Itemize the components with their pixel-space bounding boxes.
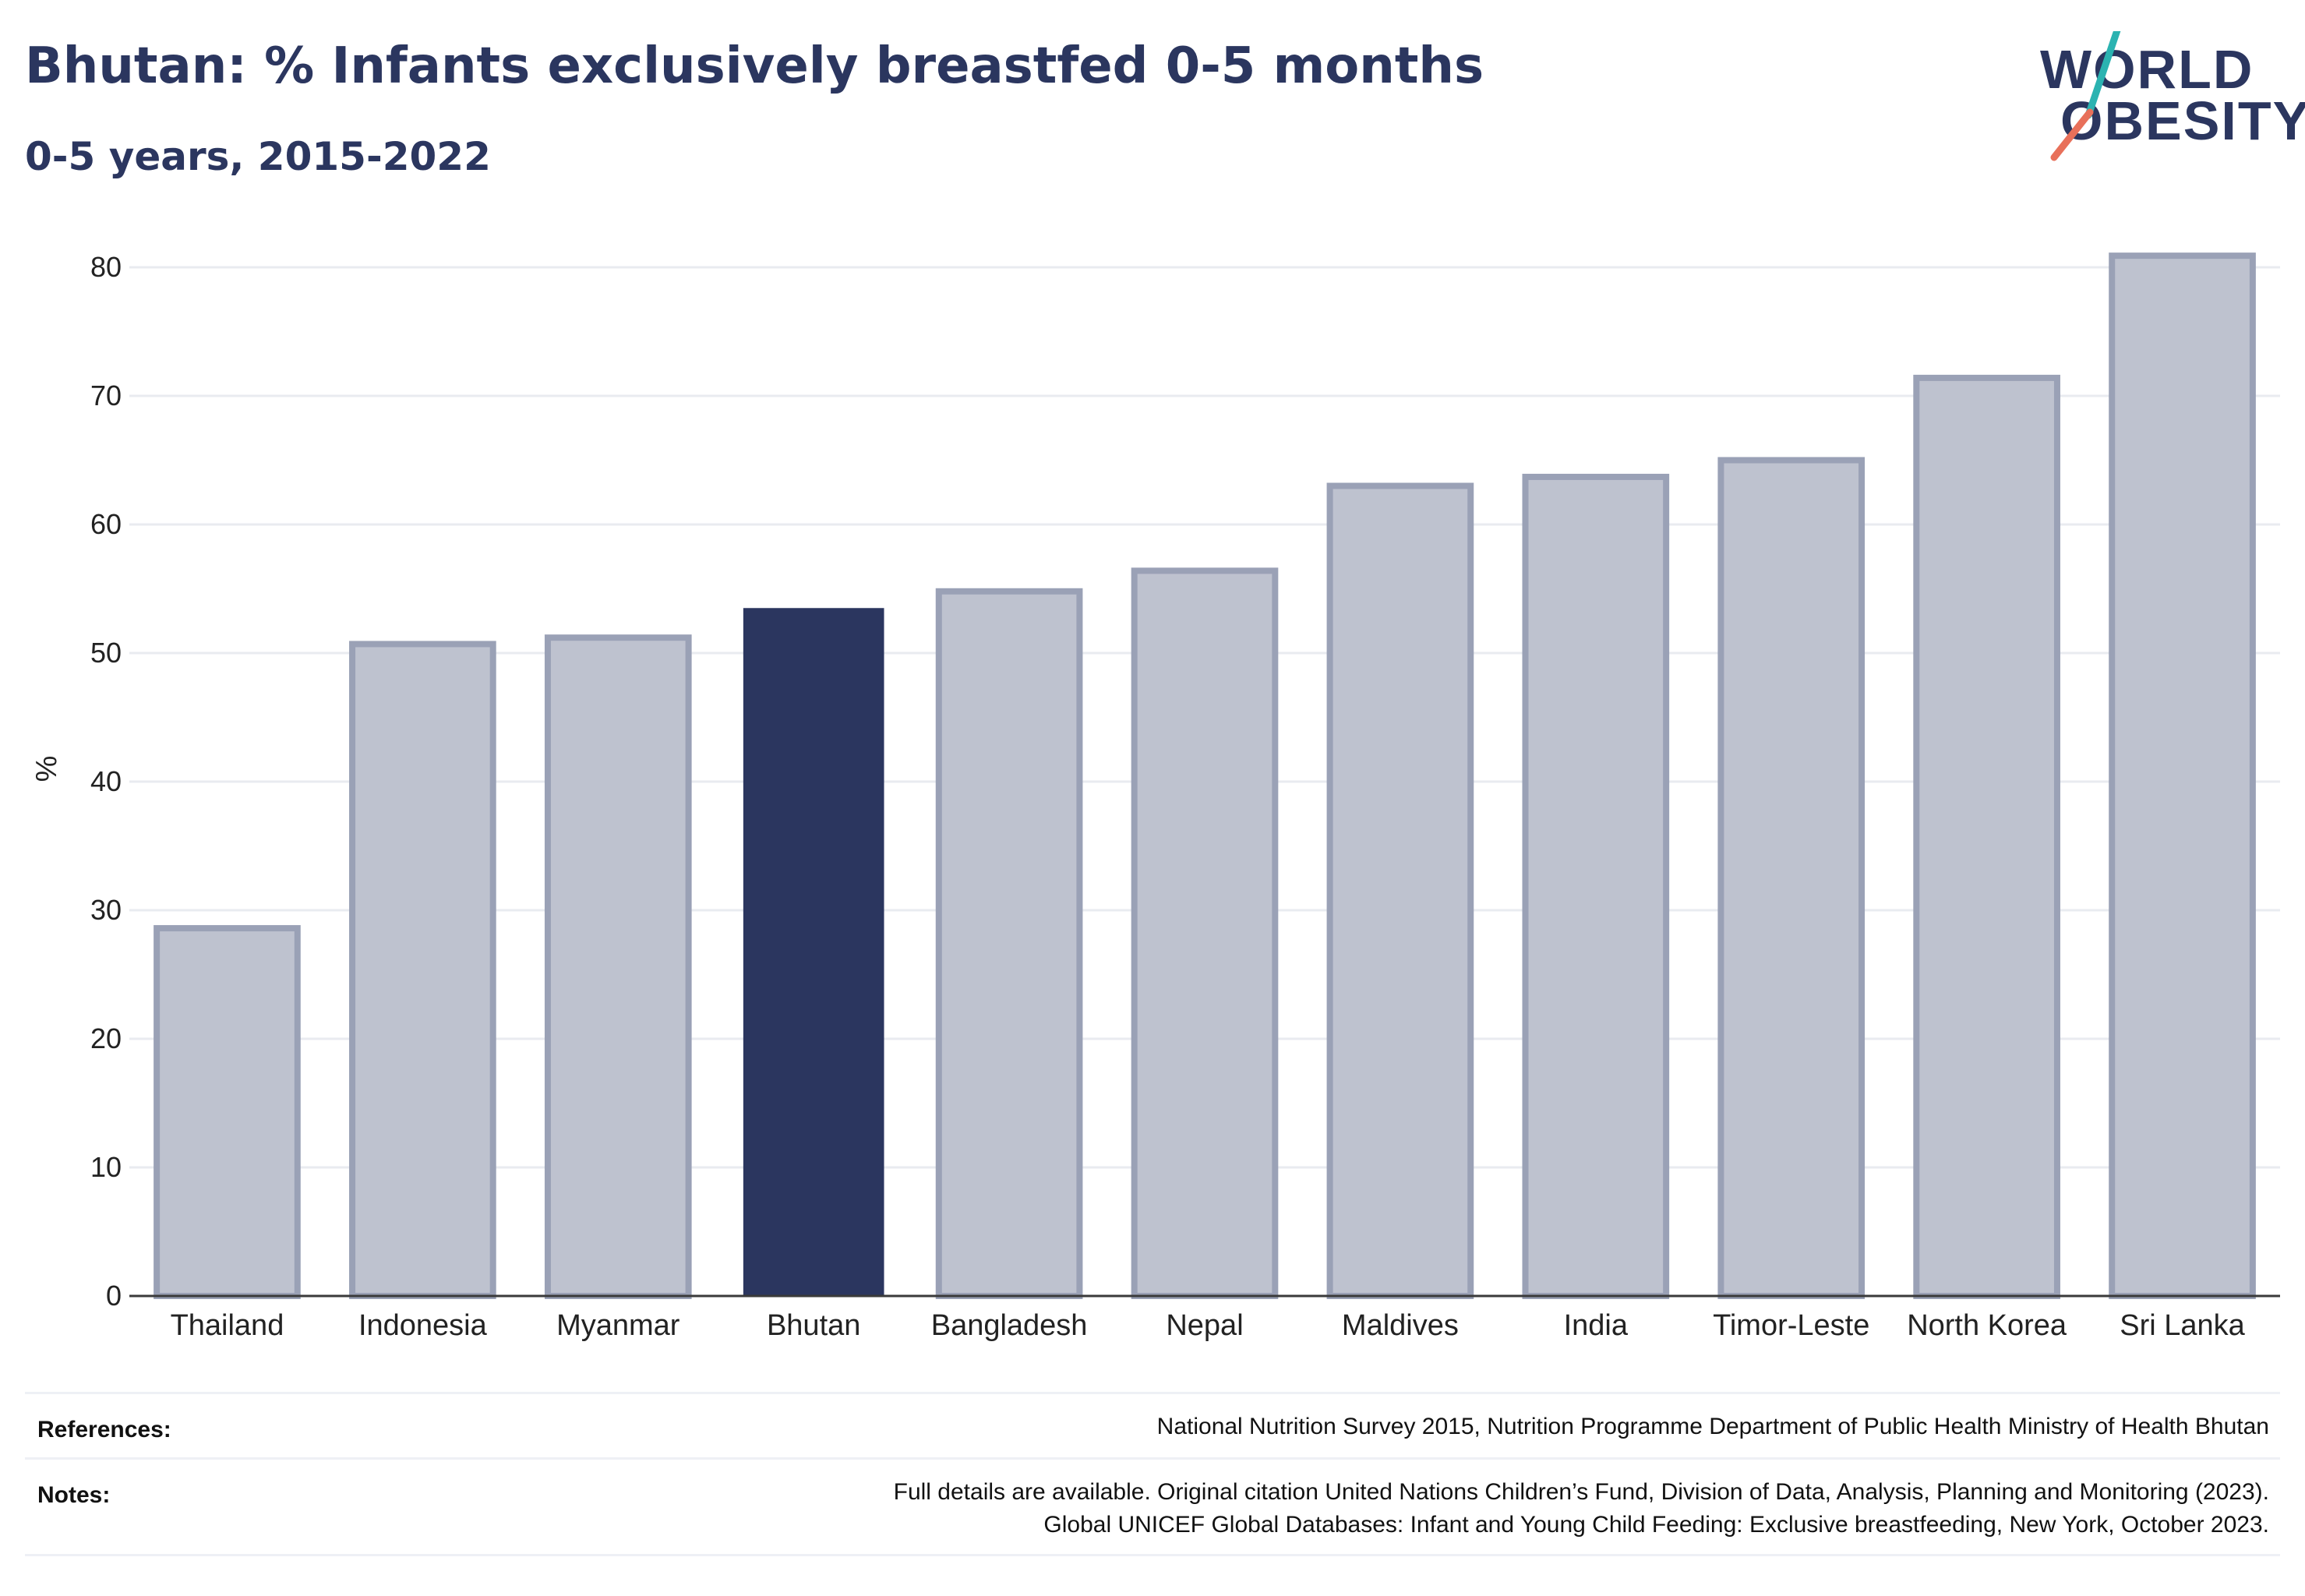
references-text: National Nutrition Survey 2015, Nutritio… <box>1156 1414 2269 1439</box>
notes-text-line1: Full details are available. Original cit… <box>893 1479 2269 1505</box>
y-tick-label: 10 <box>90 1151 122 1183</box>
x-tick-label: Nepal <box>1166 1309 1243 1342</box>
x-tick-label: Thailand <box>171 1309 284 1342</box>
bar <box>154 925 301 1299</box>
footer-divider <box>25 1457 2280 1460</box>
y-tick-label: 70 <box>90 380 122 411</box>
bar-highlighted <box>743 608 884 1296</box>
bar <box>349 641 496 1299</box>
bar <box>1717 457 1866 1299</box>
x-tick-label: Sri Lanka <box>2120 1309 2245 1342</box>
references-label: References: <box>37 1417 171 1442</box>
chart-subtitle: 0-5 years, 2015-2022 <box>25 134 491 179</box>
bar <box>1522 473 1670 1300</box>
chart-title: Bhutan: % Infants exclusively breastfed … <box>25 37 1484 95</box>
world-obesity-logo: WORLD OBESITY <box>2026 31 2305 171</box>
x-tick-label: India <box>1564 1309 1629 1342</box>
footer-divider <box>25 1392 2280 1394</box>
x-tick-label: Myanmar <box>556 1309 680 1342</box>
bar-chart: 0 10 20 30 40 50 60 70 80% Thailand Indonesia Myanm… <box>30 251 2280 1342</box>
bar <box>935 588 1083 1299</box>
bar <box>2109 252 2256 1299</box>
x-tick-label: Bangladesh <box>931 1309 1088 1342</box>
logo-text-world: WORLD <box>2040 39 2254 100</box>
bar <box>1131 567 1279 1299</box>
y-tick-label: 60 <box>90 508 122 540</box>
y-tick-label: 0 <box>106 1280 122 1312</box>
bar <box>1326 482 1474 1299</box>
y-axis-label: % <box>30 756 63 782</box>
notes-label: Notes: <box>37 1482 111 1508</box>
y-tick-label: 50 <box>90 637 122 669</box>
bar <box>1913 374 2060 1299</box>
y-tick-label: 20 <box>90 1022 122 1054</box>
x-tick-label: Indonesia <box>358 1309 488 1342</box>
x-tick-label: Bhutan <box>767 1309 860 1342</box>
x-tick-label: Timor-Leste <box>1713 1309 1869 1342</box>
y-tick-label: 40 <box>90 765 122 797</box>
x-tick-label: North Korea <box>1907 1309 2067 1342</box>
logo-slash-icon <box>2050 31 2121 161</box>
y-tick-label: 30 <box>90 894 122 926</box>
y-tick-label: 80 <box>90 251 122 283</box>
notes-text-line2: Global UNICEF Global Databases: Infant a… <box>1043 1512 2269 1538</box>
x-tick-label: Maldives <box>1342 1309 1459 1342</box>
footer-divider <box>25 1554 2280 1556</box>
bar <box>544 634 692 1299</box>
logo-text-obesity: OBESITY <box>2060 90 2305 151</box>
